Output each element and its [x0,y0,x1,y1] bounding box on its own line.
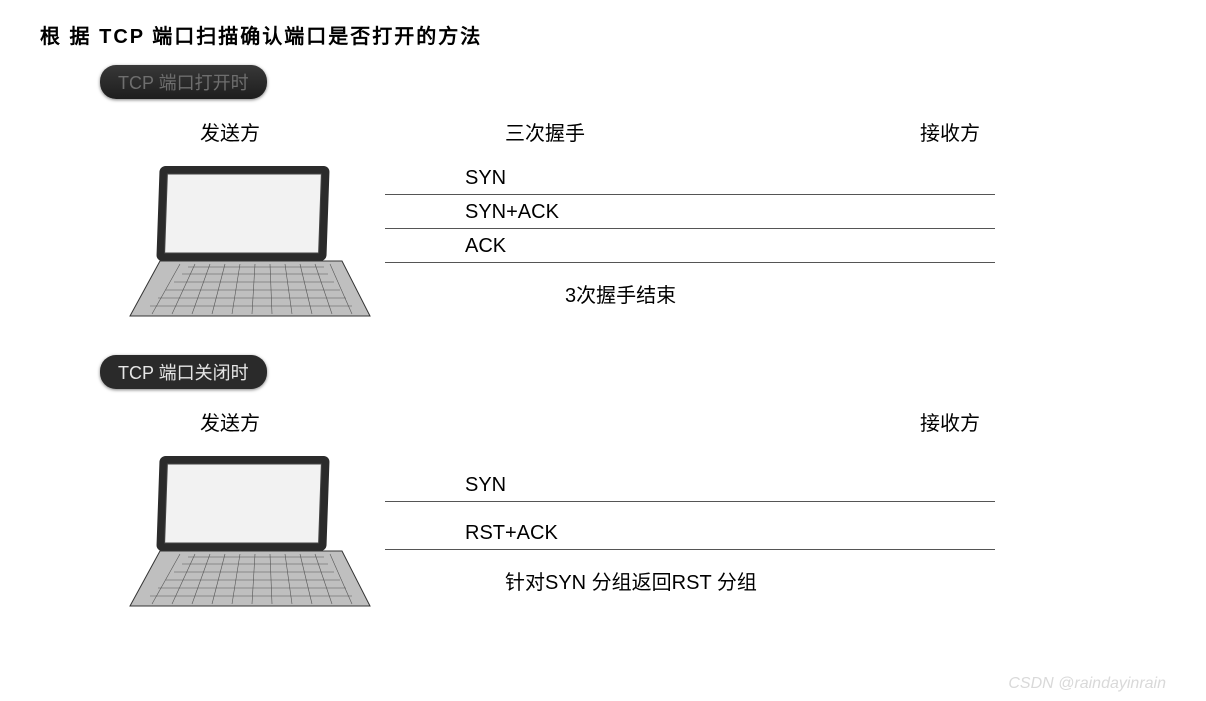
sender-label-open: 发送方 [150,117,310,146]
page-title: 根 据 TCP 端口扫描确认端口是否打开的方法 [40,20,1166,49]
badge-open: TCP 端口打开时 [100,65,267,99]
receiver-label-closed: 接收方 [820,407,1080,436]
step-syn-closed: SYN [385,468,995,502]
step-syn-open: SYN [385,161,995,195]
step-rstack: RST+ACK [385,516,995,550]
section-closed: TCP 端口关闭时 发送方 接收方 [40,349,1166,621]
section-open: TCP 端口打开时 发送方 三次握手 接收方 [40,59,1166,331]
caption-closed: 针对SYN 分组返回RST 分组 [385,550,1166,595]
sender-laptop-open [120,156,390,331]
handshake-label: 三次握手 [310,117,780,146]
step-synack: SYN+ACK [385,195,995,229]
sender-laptop-closed [120,446,390,621]
watermark: CSDN @raindayinrain [1008,675,1166,693]
sender-label-closed: 发送方 [150,407,310,436]
badge-closed: TCP 端口关闭时 [100,355,267,389]
receiver-label-open: 接收方 [820,117,1080,146]
step-ack: ACK [385,229,995,263]
caption-open: 3次握手结束 [385,263,1166,308]
